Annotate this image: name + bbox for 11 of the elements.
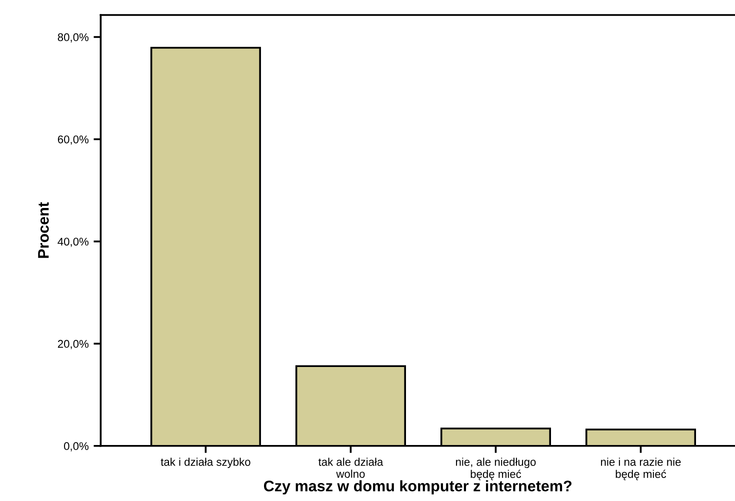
y-tick-label: 60,0% <box>58 135 88 145</box>
x-tick-label: tak ale działa wolno <box>318 458 384 478</box>
y-tick-label: 20,0% <box>58 340 88 350</box>
y-axis-title: Procent <box>38 202 49 258</box>
x-axis-title: Czy masz w domu komputer z internetem? <box>264 480 572 494</box>
x-tick-label: nie i na razie nie będę mieć <box>601 458 681 480</box>
y-tick-label: 80,0% <box>58 33 88 42</box>
y-tick-label: 40,0% <box>58 238 88 247</box>
x-tick-label: tak i działa szybko <box>160 458 250 468</box>
y-tick-label: 0,0% <box>64 442 88 452</box>
x-tick-label: nie, ale niedługo będę mieć <box>456 458 536 480</box>
